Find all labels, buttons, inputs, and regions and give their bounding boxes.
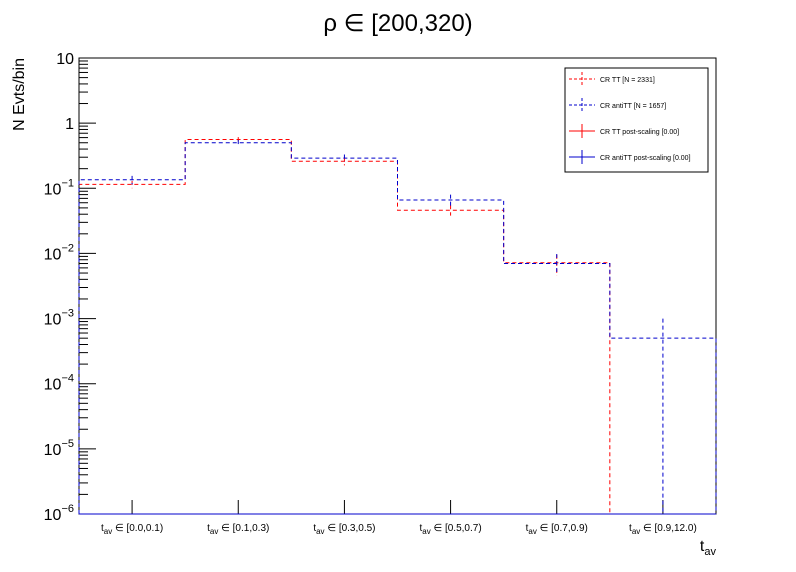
legend: CR TT [N = 2331] CR antiTT [N = 1657] CR T… xyxy=(564,67,709,173)
y-axis-ticks: 10−6 10−5 10−4 10−3 10−2 10−1 1 10 xyxy=(44,51,96,524)
series-0 xyxy=(78,137,716,515)
y-tick-label: 10−1 xyxy=(44,177,74,198)
y-tick-label: 1 xyxy=(65,116,74,133)
legend-entry-label: CR TT [N = 2331] xyxy=(600,77,655,84)
y-tick-label: 10−5 xyxy=(44,438,74,459)
x-tick-label: tav ∈ [0.1,0.3) xyxy=(207,523,269,536)
y-tick-label: 10−3 xyxy=(44,308,74,329)
x-tick-label: tav ∈ [0.7,0.9) xyxy=(526,523,588,536)
x-axis-label: tav xyxy=(700,538,717,558)
legend-box xyxy=(564,67,709,173)
legend-entry-label: CR TT post-scaling [0.00] xyxy=(600,129,679,136)
legend-entry-label: CR antiTT post-scaling [0.00] xyxy=(600,155,691,162)
x-axis-ticks: tav ∈ [0.0,0.1) tav ∈ [0.1,0.3) tav ∈ [0.3… xyxy=(101,500,697,536)
x-tick-label: tav ∈ [0.5,0.7) xyxy=(419,523,481,536)
y-tick-label: 10−4 xyxy=(44,373,74,394)
x-tick-label: tav ∈ [0.9,12.0) xyxy=(629,523,697,536)
x-tick-label: tav ∈ [0.3,0.5) xyxy=(313,523,375,536)
x-tick-label: tav ∈ [0.0,0.1) xyxy=(101,523,163,536)
x-axis-label-group: tav xyxy=(700,538,717,558)
legend-entry-label: CR antiTT [N = 1657] xyxy=(600,103,666,110)
y-tick-label: 10 xyxy=(56,51,74,68)
y-tick-label: 10−6 xyxy=(44,503,74,524)
series-step-line xyxy=(78,142,717,514)
series-layer xyxy=(78,137,717,515)
y-axis-label: N Evts/bin xyxy=(11,58,28,131)
y-tick-label: 10−2 xyxy=(44,242,74,263)
series-1 xyxy=(78,140,717,514)
chart-title: ρ ∈ [200,320) xyxy=(323,10,472,37)
